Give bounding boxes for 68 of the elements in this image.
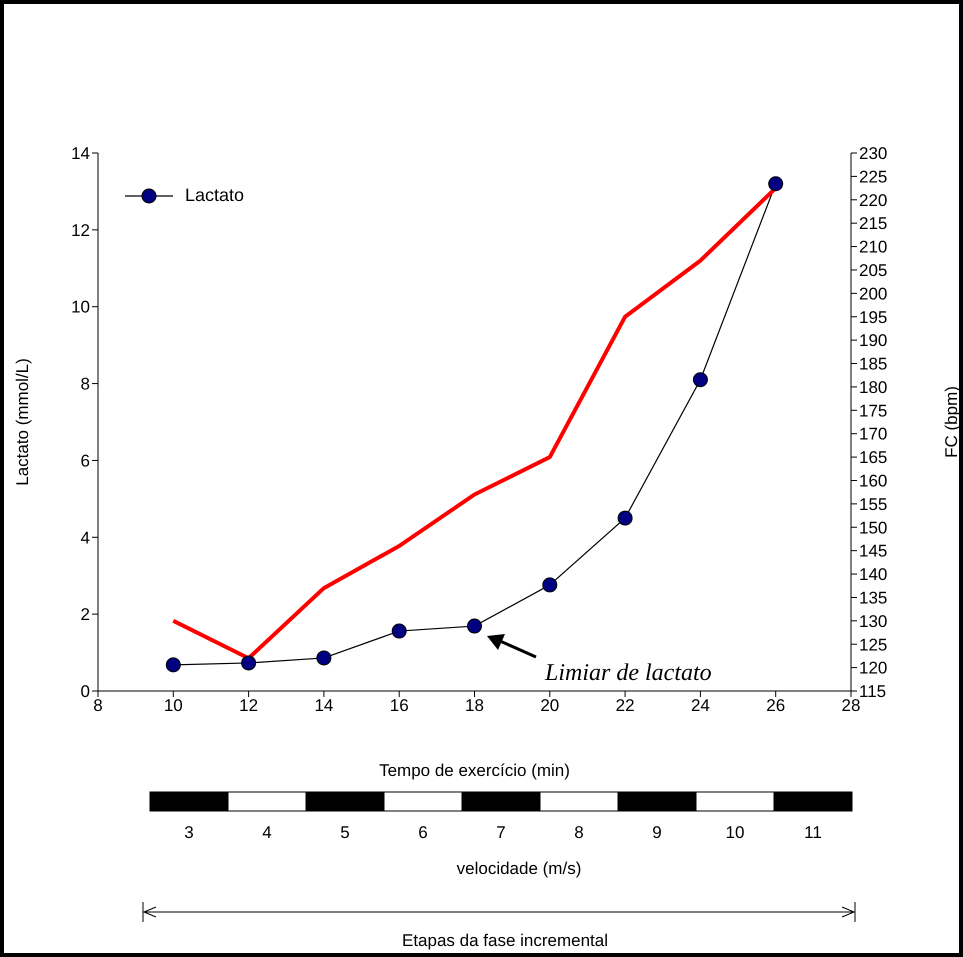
text: 6 xyxy=(418,823,428,842)
y2-tick-label: 230 xyxy=(859,144,888,164)
y2-tick-label: 185 xyxy=(859,354,888,374)
y-tick-label: 6 xyxy=(80,451,90,470)
y2-tick-label: 155 xyxy=(859,494,888,514)
y2-tick-label: 225 xyxy=(859,167,888,186)
y2-tick-label: 140 xyxy=(859,565,888,584)
y-tick-label: 12 xyxy=(71,220,90,240)
y2-tick-label: 170 xyxy=(859,424,888,444)
x-tick-label: 28 xyxy=(842,696,860,716)
y-axis-title: Lactato (mmol/L) xyxy=(13,358,32,486)
point xyxy=(166,657,181,672)
y2-tick-label: 180 xyxy=(859,378,888,397)
point xyxy=(392,624,407,639)
y2-tick-label: 130 xyxy=(859,612,888,631)
point xyxy=(692,372,708,388)
y2-tick-label: 150 xyxy=(859,518,888,538)
text: 10 xyxy=(726,823,744,842)
x-tick-label: 10 xyxy=(164,696,183,716)
x-tick-label: 12 xyxy=(239,696,258,716)
y2-tick-label: 165 xyxy=(859,448,888,468)
x-tick-label: 8 xyxy=(93,696,103,716)
y-tick-label: 10 xyxy=(71,298,90,317)
y2-tick-label: 145 xyxy=(859,542,888,561)
point xyxy=(316,650,332,666)
text: 7 xyxy=(496,823,506,842)
y2-tick-label: 175 xyxy=(859,401,888,420)
y2-tick-label: 195 xyxy=(859,308,888,327)
x-tick-label: 26 xyxy=(766,696,786,716)
point xyxy=(241,655,256,670)
annotation: Limiar de lactato xyxy=(544,660,712,686)
point xyxy=(768,176,784,192)
y2-axis-title: FC (bpm) xyxy=(942,386,962,458)
text: 8 xyxy=(574,823,584,842)
y2-tick-label: 205 xyxy=(859,260,888,280)
x-axis-title: Tempo de exercício (min) xyxy=(379,761,570,780)
y2-tick-label: 115 xyxy=(859,682,886,702)
y-tick-label: 4 xyxy=(80,528,90,548)
x-tick-label: 16 xyxy=(390,696,409,716)
text: Etapas da fase incremental xyxy=(402,931,608,950)
y-tick-label: 2 xyxy=(80,605,90,624)
text: 5 xyxy=(340,823,350,842)
y2-tick-label: 220 xyxy=(859,190,888,210)
y2-tick-label: 210 xyxy=(859,238,888,257)
y2-tick-label: 215 xyxy=(859,214,888,234)
point xyxy=(467,618,482,634)
point xyxy=(618,510,633,526)
text: 4 xyxy=(262,823,272,842)
y2-tick-label: 190 xyxy=(859,331,888,350)
y2-tick-label: 160 xyxy=(859,472,888,491)
text: 9 xyxy=(652,823,662,842)
x-tick-label: 20 xyxy=(540,696,560,716)
x-tick-label: 22 xyxy=(616,696,635,716)
y2-tick-label: 120 xyxy=(859,658,888,678)
y2-tick-label: 200 xyxy=(859,284,888,304)
y2-tick-label: 135 xyxy=(859,588,888,608)
y-tick-label: 8 xyxy=(80,374,90,394)
point xyxy=(542,577,558,592)
text: 11 xyxy=(804,823,822,842)
text: 3 xyxy=(184,823,194,842)
y2-tick-label: 125 xyxy=(859,635,888,654)
text: velocidade (m/s) xyxy=(456,859,582,878)
y-tick-label: 14 xyxy=(71,144,90,164)
x-tick-label: 14 xyxy=(314,696,334,716)
x-tick-label: 18 xyxy=(465,696,484,716)
x-tick-label: 24 xyxy=(690,696,710,716)
y-tick-label: 0 xyxy=(80,682,90,702)
legend-label: Lactato xyxy=(185,185,244,206)
